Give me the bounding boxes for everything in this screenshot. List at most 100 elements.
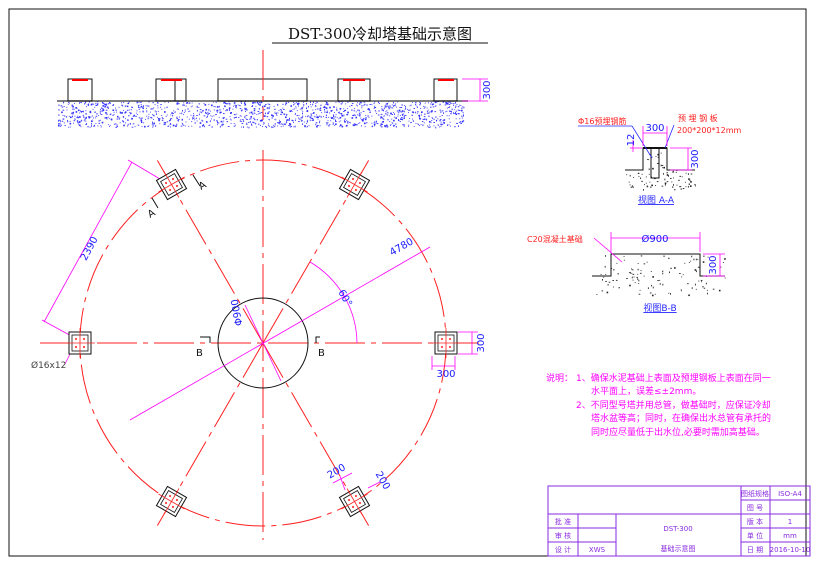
anchor-rebar: [165, 182, 168, 185]
hatch-dot: [441, 124, 443, 126]
hatch-dot: [155, 110, 157, 113]
hatch-dot: [338, 111, 339, 113]
hatch-dot: [652, 276, 654, 278]
hatch-dot: [676, 184, 678, 186]
hatch-dot: [420, 111, 423, 114]
hatch-dot: [643, 263, 646, 265]
hatch-dot: [140, 101, 142, 103]
hatch-dot: [123, 120, 125, 123]
hatch-dot: [649, 181, 651, 183]
hatch-dot: [246, 126, 248, 128]
hatch-dot: [166, 121, 169, 123]
hatch-dot: [397, 111, 400, 113]
hatch-dot: [354, 123, 356, 125]
hatch-dot: [253, 108, 256, 109]
hatch-dot: [71, 112, 73, 115]
hatch-dot: [673, 177, 674, 179]
hatch-dot: [177, 108, 179, 110]
hatch-dot: [652, 286, 654, 289]
hatch-dot: [330, 116, 332, 119]
hatch-dot: [440, 121, 442, 123]
hatch-dot: [430, 121, 432, 123]
hatch-dot: [393, 119, 395, 122]
hatch-dot: [393, 105, 395, 107]
hatch-dot: [603, 276, 605, 278]
hatch-dot: [374, 101, 376, 103]
hatch-dot: [659, 283, 661, 285]
hatch-dot: [113, 104, 115, 106]
hatch-dot: [83, 116, 85, 118]
hatch-dot: [340, 113, 343, 115]
hatch-dot: [383, 115, 385, 117]
hatch-dot: [347, 108, 348, 110]
hatch-dot: [67, 121, 69, 123]
hatch-dot: [114, 123, 117, 125]
hatch-dot: [363, 122, 366, 125]
hatch-dot: [629, 174, 631, 177]
hatch-dot: [81, 111, 83, 113]
hatch-dot: [320, 104, 322, 106]
hatch-dot: [259, 102, 261, 104]
center-diameter-dim-line: [244, 304, 282, 382]
hatch-dot: [705, 282, 707, 285]
hatch-dot: [147, 105, 150, 107]
hatch-dot: [448, 115, 450, 117]
hatch-dot: [207, 114, 209, 116]
hatch-dot: [424, 118, 426, 121]
hatch-dot: [291, 110, 292, 112]
note-line: 1、确保水泥基础上表面及预埋钢板上表面在同一: [576, 372, 771, 384]
hatch-dot: [302, 123, 304, 125]
hatch-dot: [268, 125, 270, 127]
hatch-dot: [356, 104, 357, 106]
hatch-dot: [127, 123, 129, 126]
hatch-dot: [380, 114, 382, 116]
hatch-dot: [381, 109, 383, 111]
hatch-dot: [336, 116, 338, 118]
hatch-dot: [432, 103, 435, 105]
hatch-dot: [446, 107, 448, 109]
hatch-dot: [344, 121, 346, 123]
hatch-dot: [306, 120, 308, 122]
hatch-dot: [298, 121, 300, 123]
hatch-dot: [442, 101, 445, 103]
elevation-pad: [155, 78, 187, 102]
hatch-dot: [338, 121, 340, 123]
hatch-dot: [241, 123, 244, 125]
hatch-dot: [93, 103, 95, 105]
hatch-dot: [317, 124, 319, 126]
hatch-dot: [97, 104, 99, 106]
hatch-dot: [453, 104, 455, 106]
hatch-dot: [722, 262, 724, 263]
hatch-dot: [361, 105, 363, 107]
hatch-dot: [299, 108, 301, 110]
hatch-dot: [386, 114, 389, 116]
anchor-rebar: [348, 184, 351, 187]
hatch-dot: [84, 118, 86, 121]
hatch-dot: [268, 118, 270, 120]
hatch-dot: [457, 109, 460, 111]
hatch-dot: [93, 117, 94, 119]
hatch-dot: [289, 122, 291, 125]
hatch-dot: [303, 101, 304, 103]
hatch-dot: [109, 103, 111, 104]
hatch-dot: [138, 107, 140, 109]
hatch-dot: [94, 106, 96, 108]
sheet-size-label: 图纸规格: [741, 489, 769, 498]
hatch-dot: [227, 103, 229, 105]
hatch-dot: [240, 115, 242, 117]
hatch-dot: [58, 104, 60, 107]
hatch-dot: [142, 110, 144, 112]
hatch-dot: [148, 113, 150, 115]
hatch-dot: [420, 124, 422, 126]
hatch-dot: [383, 118, 385, 120]
hatch-dot: [205, 112, 207, 114]
hatch-dot: [145, 105, 147, 107]
hatch-dot: [408, 124, 410, 126]
hatch-dot: [164, 124, 166, 126]
hatch-dot: [62, 118, 65, 120]
hatch-dot: [286, 119, 289, 121]
hatch-dot: [63, 122, 65, 124]
hatch-dot: [235, 107, 237, 109]
anchor-rebar: [358, 182, 361, 185]
hatch-dot: [350, 122, 351, 124]
